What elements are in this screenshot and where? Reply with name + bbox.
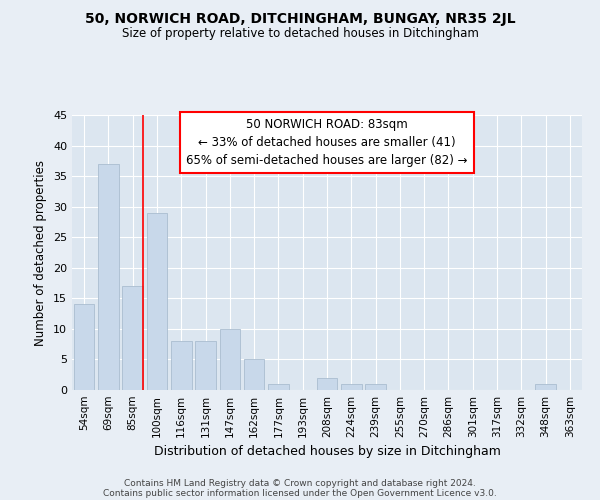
Bar — [244, 360, 265, 390]
Text: Contains public sector information licensed under the Open Government Licence v3: Contains public sector information licen… — [103, 488, 497, 498]
Bar — [268, 384, 289, 390]
Bar — [220, 329, 240, 390]
Bar — [171, 341, 191, 390]
Text: Contains HM Land Registry data © Crown copyright and database right 2024.: Contains HM Land Registry data © Crown c… — [124, 478, 476, 488]
Bar — [195, 341, 216, 390]
Bar — [122, 286, 143, 390]
Bar — [98, 164, 119, 390]
Text: 50 NORWICH ROAD: 83sqm
← 33% of detached houses are smaller (41)
65% of semi-det: 50 NORWICH ROAD: 83sqm ← 33% of detached… — [186, 118, 468, 167]
Bar — [74, 304, 94, 390]
Bar — [317, 378, 337, 390]
Y-axis label: Number of detached properties: Number of detached properties — [34, 160, 47, 346]
Text: Size of property relative to detached houses in Ditchingham: Size of property relative to detached ho… — [122, 28, 478, 40]
Text: 50, NORWICH ROAD, DITCHINGHAM, BUNGAY, NR35 2JL: 50, NORWICH ROAD, DITCHINGHAM, BUNGAY, N… — [85, 12, 515, 26]
Bar — [535, 384, 556, 390]
Bar — [365, 384, 386, 390]
Bar — [146, 213, 167, 390]
X-axis label: Distribution of detached houses by size in Ditchingham: Distribution of detached houses by size … — [154, 446, 500, 458]
Bar — [341, 384, 362, 390]
